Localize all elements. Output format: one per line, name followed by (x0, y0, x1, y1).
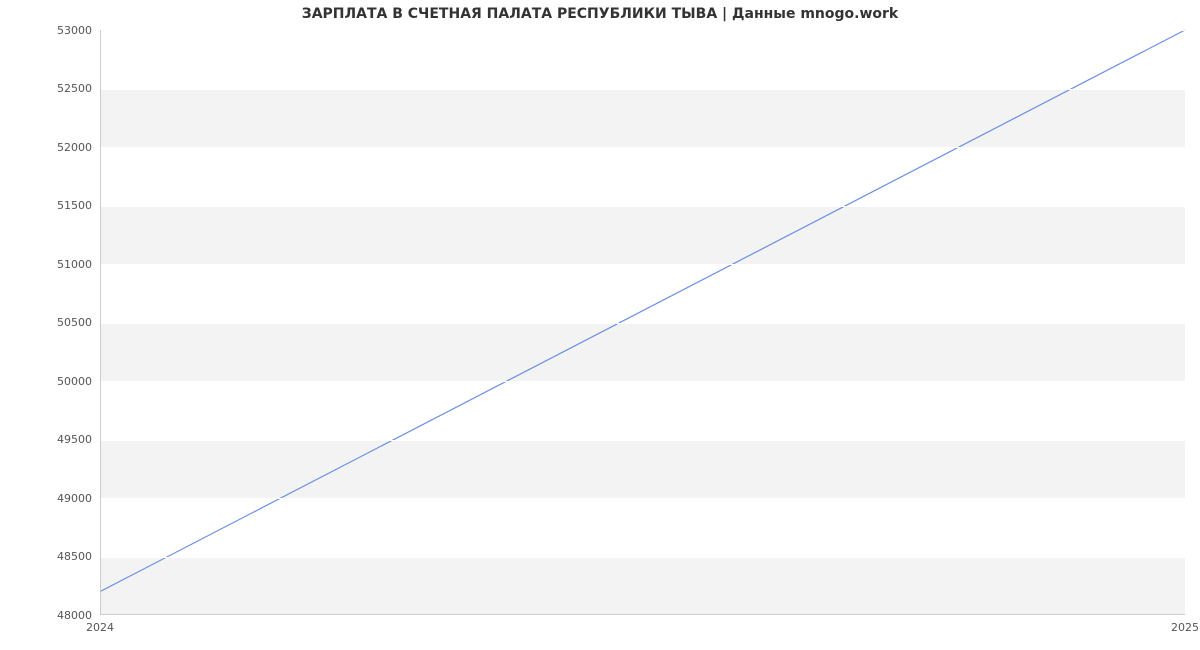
y-tick-label: 52500 (0, 82, 92, 95)
gridline (100, 147, 1185, 148)
gridline (100, 615, 1185, 616)
series-line (100, 30, 1185, 592)
x-tick-label: 2024 (60, 621, 140, 634)
y-tick-label: 51500 (0, 199, 92, 212)
x-tick-label: 2025 (1145, 621, 1200, 634)
y-tick-label: 49000 (0, 492, 92, 505)
gridline (100, 381, 1185, 382)
chart-title: ЗАРПЛАТА В СЧЕТНАЯ ПАЛАТА РЕСПУБЛИКИ ТЫВ… (0, 6, 1200, 22)
gridline (100, 89, 1185, 90)
x-axis-line (100, 614, 1185, 615)
y-tick-label: 50500 (0, 316, 92, 329)
y-tick-label: 50000 (0, 375, 92, 388)
gridline (100, 30, 1185, 31)
gridline (100, 206, 1185, 207)
gridline (100, 264, 1185, 265)
y-tick-label: 52000 (0, 141, 92, 154)
y-axis-line (100, 30, 101, 615)
y-tick-label: 51000 (0, 258, 92, 271)
gridline (100, 440, 1185, 441)
y-tick-label: 48000 (0, 609, 92, 622)
y-tick-label: 49500 (0, 433, 92, 446)
y-tick-label: 53000 (0, 24, 92, 37)
y-tick-label: 48500 (0, 550, 92, 563)
gridline (100, 498, 1185, 499)
gridline (100, 323, 1185, 324)
plot-area (100, 30, 1185, 615)
gridline (100, 557, 1185, 558)
